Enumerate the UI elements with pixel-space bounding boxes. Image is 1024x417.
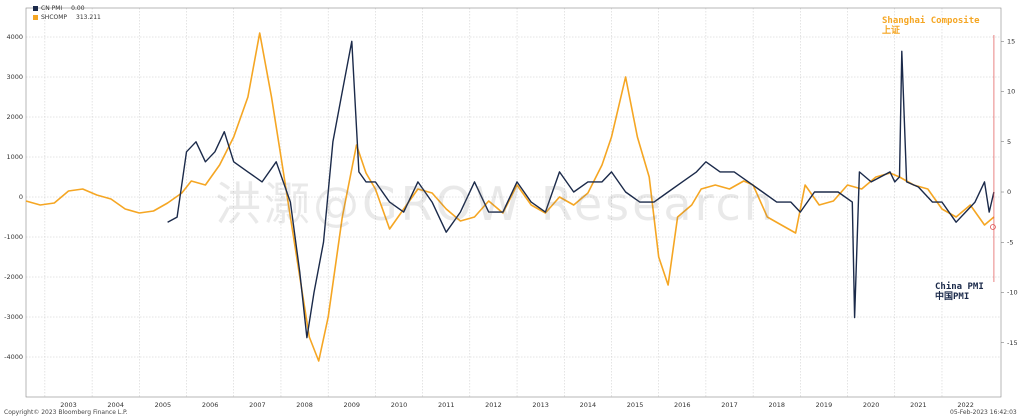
x-tick-label: 2012 — [485, 401, 502, 409]
x-tick-label: 2022 — [957, 401, 974, 409]
x-tick-label: 2020 — [863, 401, 880, 409]
x-tick-label: 2017 — [721, 401, 738, 409]
latest-value-marker-circle — [990, 224, 996, 230]
left-tick-label: -4000 — [4, 353, 23, 361]
shanghai-composite-label-en: Shanghai Composite — [882, 16, 980, 26]
x-tick-label: 2004 — [107, 401, 124, 409]
shanghai-composite-annotation: Shanghai Composite 上证 — [882, 16, 980, 36]
left-tick-label: 1000 — [6, 153, 23, 161]
left-tick-label: -1000 — [4, 233, 23, 241]
legend-value-cn-pmi: 0.00 — [71, 5, 85, 12]
y-gridlines — [26, 36, 1001, 358]
legend-item-cn-pmi: CN PMI 0.00 — [33, 4, 101, 13]
left-tick-label: -2000 — [4, 273, 23, 281]
watermark: 洪灏@GROW Research — [215, 177, 776, 231]
x-tick-label: 2005 — [155, 401, 172, 409]
x-tick-label: 2016 — [674, 401, 691, 409]
x-gridlines — [44, 8, 943, 397]
series-line-shcomp — [25, 32, 995, 362]
legend-label-shcomp: SHCOMP — [41, 14, 68, 21]
x-tick-label: 2014 — [580, 401, 597, 409]
legend-swatch-cn-pmi — [33, 6, 38, 11]
series-line-cn-pmi — [167, 40, 995, 339]
x-tick-label: 2018 — [768, 401, 785, 409]
right-tick-label: 15 — [1007, 37, 1015, 45]
right-tick-label: -5 — [1007, 238, 1013, 246]
legend-swatch-shcomp — [33, 15, 38, 20]
x-tick-label: 2010 — [391, 401, 408, 409]
left-tick-label: 3000 — [6, 73, 23, 81]
right-tick-label: -15 — [1007, 339, 1018, 347]
plot-border — [25, 7, 1002, 398]
x-tick-label: 2006 — [202, 401, 219, 409]
left-axis: 4000 3000 2000 1000 0 -1000 -2000 -3000 -4000 — [4, 33, 23, 361]
x-tick-label: 2009 — [344, 401, 361, 409]
left-tick-label: 4000 — [6, 33, 23, 41]
right-tick-label: 5 — [1007, 138, 1011, 146]
left-tick-label: 2000 — [6, 113, 23, 121]
left-tick-label: -3000 — [4, 313, 23, 321]
footer-timestamp: 05-Feb-2023 16:42:03 — [950, 409, 1017, 416]
right-tick-label: -10 — [1007, 289, 1018, 297]
marker-layer — [990, 35, 996, 282]
legend-label-cn-pmi: CN PMI — [41, 5, 63, 12]
right-tick-label: 0 — [1007, 188, 1011, 196]
plot-frame — [25, 7, 1002, 398]
right-axis: 15 10 5 0 -5 -10 -15 — [1001, 37, 1018, 347]
x-tick-label: 2021 — [910, 401, 927, 409]
left-tick-label: 0 — [19, 193, 23, 201]
legend: CN PMI 0.00 SHCOMP 313.211 — [33, 4, 101, 22]
x-tick-label: 2019 — [816, 401, 833, 409]
legend-item-shcomp: SHCOMP 313.211 — [33, 13, 101, 22]
shanghai-composite-label-cn: 上证 — [882, 26, 901, 36]
x-tick-label: 2007 — [249, 401, 266, 409]
series-layer — [25, 32, 995, 362]
x-axis: 2003 2004 2005 2006 2007 2008 2009 2010 2011 2012… — [60, 401, 974, 409]
china-pmi-annotation: China PMI 中国PMI — [935, 282, 984, 302]
x-tick-label: 2011 — [438, 401, 455, 409]
right-tick-label: 10 — [1007, 88, 1015, 96]
x-tick-label: 2003 — [60, 401, 77, 409]
x-tick-label: 2013 — [532, 401, 549, 409]
china-pmi-label-cn: 中国PMI — [935, 292, 970, 302]
footer-copyright: Copyright© 2023 Bloomberg Finance L.P. — [4, 409, 128, 416]
china-pmi-label-en: China PMI — [935, 282, 984, 292]
x-tick-label: 2008 — [296, 401, 313, 409]
x-tick-label: 2015 — [627, 401, 644, 409]
legend-value-shcomp: 313.211 — [76, 14, 101, 21]
